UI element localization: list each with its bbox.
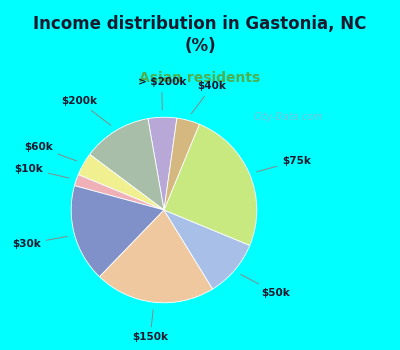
Text: $150k: $150k: [132, 310, 168, 342]
Wedge shape: [90, 119, 164, 210]
Text: $50k: $50k: [241, 274, 290, 298]
Text: $30k: $30k: [12, 236, 67, 249]
Text: $75k: $75k: [257, 156, 311, 172]
Wedge shape: [78, 154, 164, 210]
Wedge shape: [164, 124, 257, 245]
Text: Asian residents: Asian residents: [139, 71, 261, 85]
Text: City-Data.com: City-Data.com: [253, 112, 323, 122]
Text: $60k: $60k: [24, 142, 77, 161]
Text: Income distribution in Gastonia, NC
(%): Income distribution in Gastonia, NC (%): [33, 15, 367, 55]
Wedge shape: [71, 186, 164, 277]
Text: $40k: $40k: [191, 82, 226, 114]
Wedge shape: [74, 175, 164, 210]
Wedge shape: [164, 118, 199, 210]
Text: $10k: $10k: [14, 164, 69, 178]
Text: > $200k: > $200k: [138, 77, 186, 110]
Wedge shape: [164, 210, 250, 289]
Text: $200k: $200k: [61, 96, 111, 125]
Wedge shape: [100, 210, 213, 303]
Wedge shape: [148, 117, 177, 210]
